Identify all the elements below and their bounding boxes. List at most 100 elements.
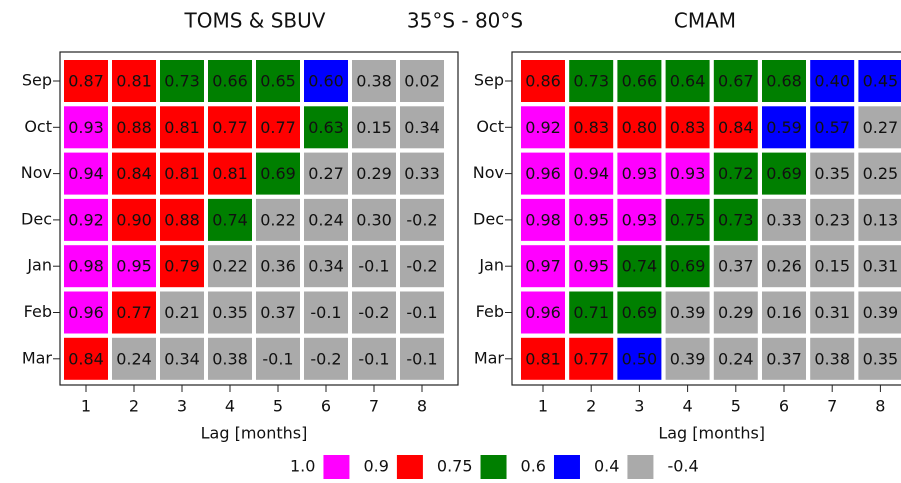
- heatmap-cell: [352, 337, 396, 380]
- heatmap-cell: [400, 337, 444, 380]
- cell-label: 0.29: [718, 303, 754, 322]
- heatmap-cell: [569, 245, 614, 288]
- heatmap-cell: [64, 245, 108, 288]
- cell-label: -0.1: [358, 349, 389, 368]
- heatmap-cell: [64, 337, 108, 380]
- cell-label: 0.83: [573, 118, 609, 137]
- heatmap-cell: [160, 337, 204, 380]
- cell-label: 0.27: [308, 164, 344, 183]
- cell-label: 0.81: [164, 164, 200, 183]
- cell-label: 0.60: [308, 72, 344, 91]
- cell-label: -0.2: [358, 303, 389, 322]
- heatmap-cell: [617, 291, 662, 334]
- heatmap-cell: [256, 337, 300, 380]
- heatmap-cell: [810, 337, 855, 380]
- heatmap-cell: [762, 337, 806, 380]
- cell-label: 0.39: [863, 303, 899, 322]
- heatmap-cell: [665, 106, 710, 149]
- heatmap-cell: [304, 60, 348, 102]
- legend-label: 0.75: [437, 457, 473, 476]
- cell-label: 0.77: [260, 118, 296, 137]
- heatmap-cell: [352, 152, 396, 195]
- cell-label: 0.34: [164, 349, 200, 368]
- heatmap-cell: [352, 245, 396, 288]
- heatmap-cell: [713, 291, 758, 334]
- cell-label: 0.02: [404, 72, 440, 91]
- x-tick-label: 1: [81, 397, 91, 416]
- heatmap-cell: [617, 60, 662, 102]
- x-tick-label: 2: [586, 397, 596, 416]
- heatmap-cell: [521, 337, 565, 380]
- heatmap-cell: [112, 291, 156, 334]
- cell-label: 0.93: [68, 118, 104, 137]
- cell-label: 0.66: [622, 72, 658, 91]
- cell-label: 0.29: [356, 164, 392, 183]
- heatmap-cell: [617, 245, 662, 288]
- heatmap-cell: [617, 198, 662, 241]
- heatmap-cell: [208, 198, 252, 241]
- cell-label: 0.90: [116, 210, 152, 229]
- cell-label: 0.88: [116, 118, 152, 137]
- heatmap-cell: [762, 245, 806, 288]
- heatmap-cell: [810, 60, 855, 102]
- heatmap-cell: [304, 291, 348, 334]
- cell-label: -0.1: [406, 349, 437, 368]
- cell-label: 0.37: [260, 303, 296, 322]
- heatmap-cell: [160, 245, 204, 288]
- legend-label: -0.4: [667, 457, 698, 476]
- cell-label: 0.88: [164, 210, 200, 229]
- x-axis-label: Lag [months]: [201, 424, 308, 443]
- cell-label: 0.83: [670, 118, 706, 137]
- heatmap-cell: [762, 152, 806, 195]
- cell-label: 0.45: [863, 72, 899, 91]
- heatmap-cell: [713, 152, 758, 195]
- heatmap-cell: [400, 60, 444, 102]
- heatmap-cell: [112, 245, 156, 288]
- heatmap-cell: [569, 198, 614, 241]
- cell-label: 0.84: [718, 118, 754, 137]
- cell-label: 0.24: [718, 349, 754, 368]
- heatmap-cell: [160, 106, 204, 149]
- heatmap-cell: [304, 245, 348, 288]
- heatmap-cell: [810, 245, 855, 288]
- heatmap-cell: [400, 106, 444, 149]
- heatmap-cell: [713, 337, 758, 380]
- cell-label: 0.67: [718, 72, 754, 91]
- y-tick-label: Mar: [22, 348, 53, 367]
- cell-label: 0.38: [212, 349, 248, 368]
- cell-label: -0.2: [310, 349, 341, 368]
- cell-label: 0.30: [356, 210, 392, 229]
- cell-label: 0.87: [68, 72, 104, 91]
- y-tick-label: Oct: [24, 117, 52, 136]
- heatmap-cell: [64, 60, 108, 102]
- cell-label: -0.1: [262, 349, 293, 368]
- cell-label: 0.22: [212, 257, 248, 276]
- heatmap-cell: [713, 245, 758, 288]
- cell-label: 0.74: [212, 210, 248, 229]
- cell-label: 0.77: [212, 118, 248, 137]
- heatmap-cell: [112, 106, 156, 149]
- chart-title: CMAM: [674, 9, 736, 33]
- cell-label: 0.73: [718, 210, 754, 229]
- heatmap-cell: [208, 60, 252, 102]
- legend-swatch: [627, 455, 654, 479]
- cell-label: 0.23: [814, 210, 850, 229]
- heatmap-cell: [160, 198, 204, 241]
- heatmap-cell: [858, 291, 901, 334]
- heatmap-cell: [617, 106, 662, 149]
- cell-label: 0.81: [116, 72, 152, 91]
- heatmap-cell: [521, 291, 565, 334]
- cell-label: 0.93: [622, 164, 658, 183]
- cell-label: 0.94: [573, 164, 609, 183]
- cell-label: 0.39: [670, 349, 706, 368]
- heatmap-cell: [521, 198, 565, 241]
- heatmap-cell: [64, 106, 108, 149]
- cell-label: 0.34: [404, 118, 440, 137]
- heatmap-cell: [112, 198, 156, 241]
- heatmap-cell: [810, 106, 855, 149]
- heatmap-cell: [569, 152, 614, 195]
- cell-label: 0.36: [260, 257, 296, 276]
- heatmap-cell: [160, 291, 204, 334]
- cell-label: 0.27: [863, 118, 899, 137]
- heatmap-cell: [569, 60, 614, 102]
